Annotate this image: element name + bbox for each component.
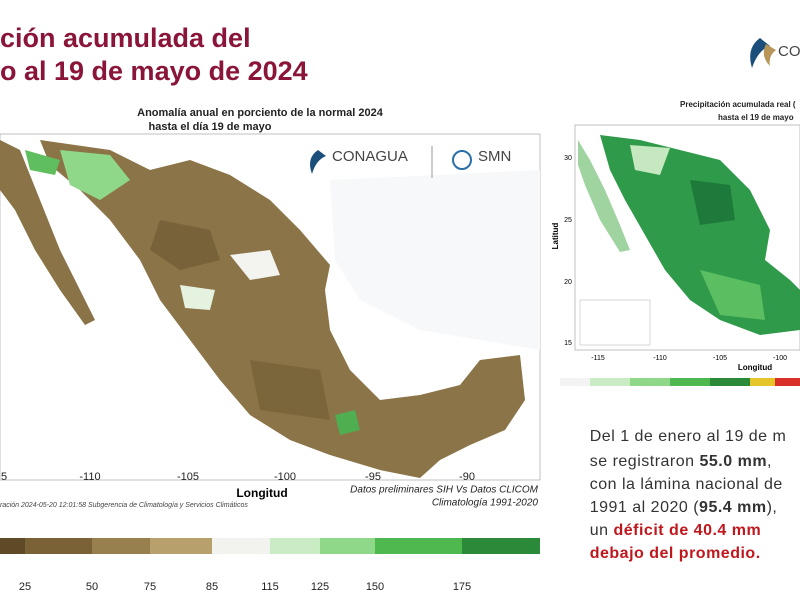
text: 95.4 mm bbox=[699, 499, 767, 516]
y-tick-label: 15 bbox=[564, 340, 572, 347]
text: 1991 al 2020 ( bbox=[590, 499, 699, 516]
text: ), bbox=[767, 499, 778, 516]
text: con la lámina nacional de bbox=[590, 476, 783, 493]
footnote: ración 2024-05-20 12:01:58 Subgerencia d… bbox=[0, 502, 248, 509]
text: Del 1 de enero al 19 de m bbox=[590, 428, 787, 445]
x-tick-label: -90 bbox=[459, 471, 475, 483]
legend-tick: 85 bbox=[206, 581, 218, 593]
legend-tick: 75 bbox=[144, 581, 156, 593]
map-subtitle: hasta el 19 de mayo bbox=[718, 113, 794, 122]
text: déficit de 40.4 mm bbox=[613, 522, 761, 539]
y-tick-label: 30 bbox=[564, 155, 572, 162]
x-tick-label: -105 bbox=[177, 471, 199, 483]
text: se registraron bbox=[590, 453, 700, 470]
x-axis-label: Longitud bbox=[236, 486, 287, 500]
map-title: Anomalía anual en porciento de la normal… bbox=[137, 107, 384, 119]
x-tick-label: -100 bbox=[773, 355, 787, 362]
summary-line: 1991 al 2020 (95.4 mm), bbox=[565, 499, 792, 516]
y-tick-label: 20 bbox=[564, 279, 572, 286]
x-tick-label: -115 bbox=[591, 355, 605, 362]
summary-line: un déficit de 40.4 mm bbox=[565, 522, 776, 539]
text: un bbox=[590, 522, 614, 539]
logo: CONA bbox=[750, 38, 800, 68]
legend-tick: 25 bbox=[19, 581, 31, 593]
text: debajo del promedio. bbox=[590, 545, 761, 562]
climatology: Climatología 1991-2020 bbox=[432, 498, 539, 509]
text: , bbox=[767, 453, 772, 470]
right-map-shapes bbox=[578, 135, 800, 346]
title-line: o al 19 de mayo de 2024 bbox=[0, 56, 308, 86]
x-tick-label: -105 bbox=[713, 355, 727, 362]
left-map-shapes bbox=[0, 140, 540, 478]
legend-tick: 175 bbox=[453, 581, 471, 593]
map-title: Precipitación acumulada real ( bbox=[680, 100, 796, 109]
summary-line: debajo del promedio. bbox=[565, 545, 775, 562]
summary-line: Del 1 de enero al 19 de m bbox=[565, 428, 800, 445]
logo-text: CONAGUA bbox=[332, 148, 408, 165]
title-line: ción acumulada del bbox=[0, 23, 251, 53]
logo-text: CONA bbox=[778, 43, 800, 60]
text: 55.0 mm bbox=[700, 453, 768, 470]
legend-tick: 50 bbox=[86, 581, 98, 593]
colorbar bbox=[560, 378, 800, 386]
legend-tick: 115 bbox=[261, 581, 279, 593]
logo-text: SMN bbox=[478, 148, 511, 165]
y-tick-label: 25 bbox=[564, 217, 572, 224]
map-subtitle: hasta el día 19 de mayo bbox=[149, 121, 272, 133]
legend-tick: 125 bbox=[311, 581, 329, 593]
source: Datos preliminares SIH Vs Datos CLICOM bbox=[350, 485, 539, 496]
y-axis-label: Latitud bbox=[551, 223, 560, 250]
x-axis-label: Longitud bbox=[738, 363, 772, 372]
x-tick-label: -110 bbox=[653, 355, 667, 362]
x-tick-label: 5 bbox=[1, 471, 7, 483]
summary-line: se registraron 55.0 mm, bbox=[565, 453, 787, 470]
summary-line: con la lámina nacional de bbox=[565, 476, 798, 493]
legend-tick: 150 bbox=[366, 581, 384, 593]
x-tick-label: -110 bbox=[79, 471, 100, 483]
colorbar bbox=[0, 538, 540, 554]
x-tick-label: -100 bbox=[274, 471, 296, 483]
x-tick-label: -95 bbox=[365, 471, 381, 483]
agency-logos: CONAGUA SMN bbox=[310, 146, 511, 178]
